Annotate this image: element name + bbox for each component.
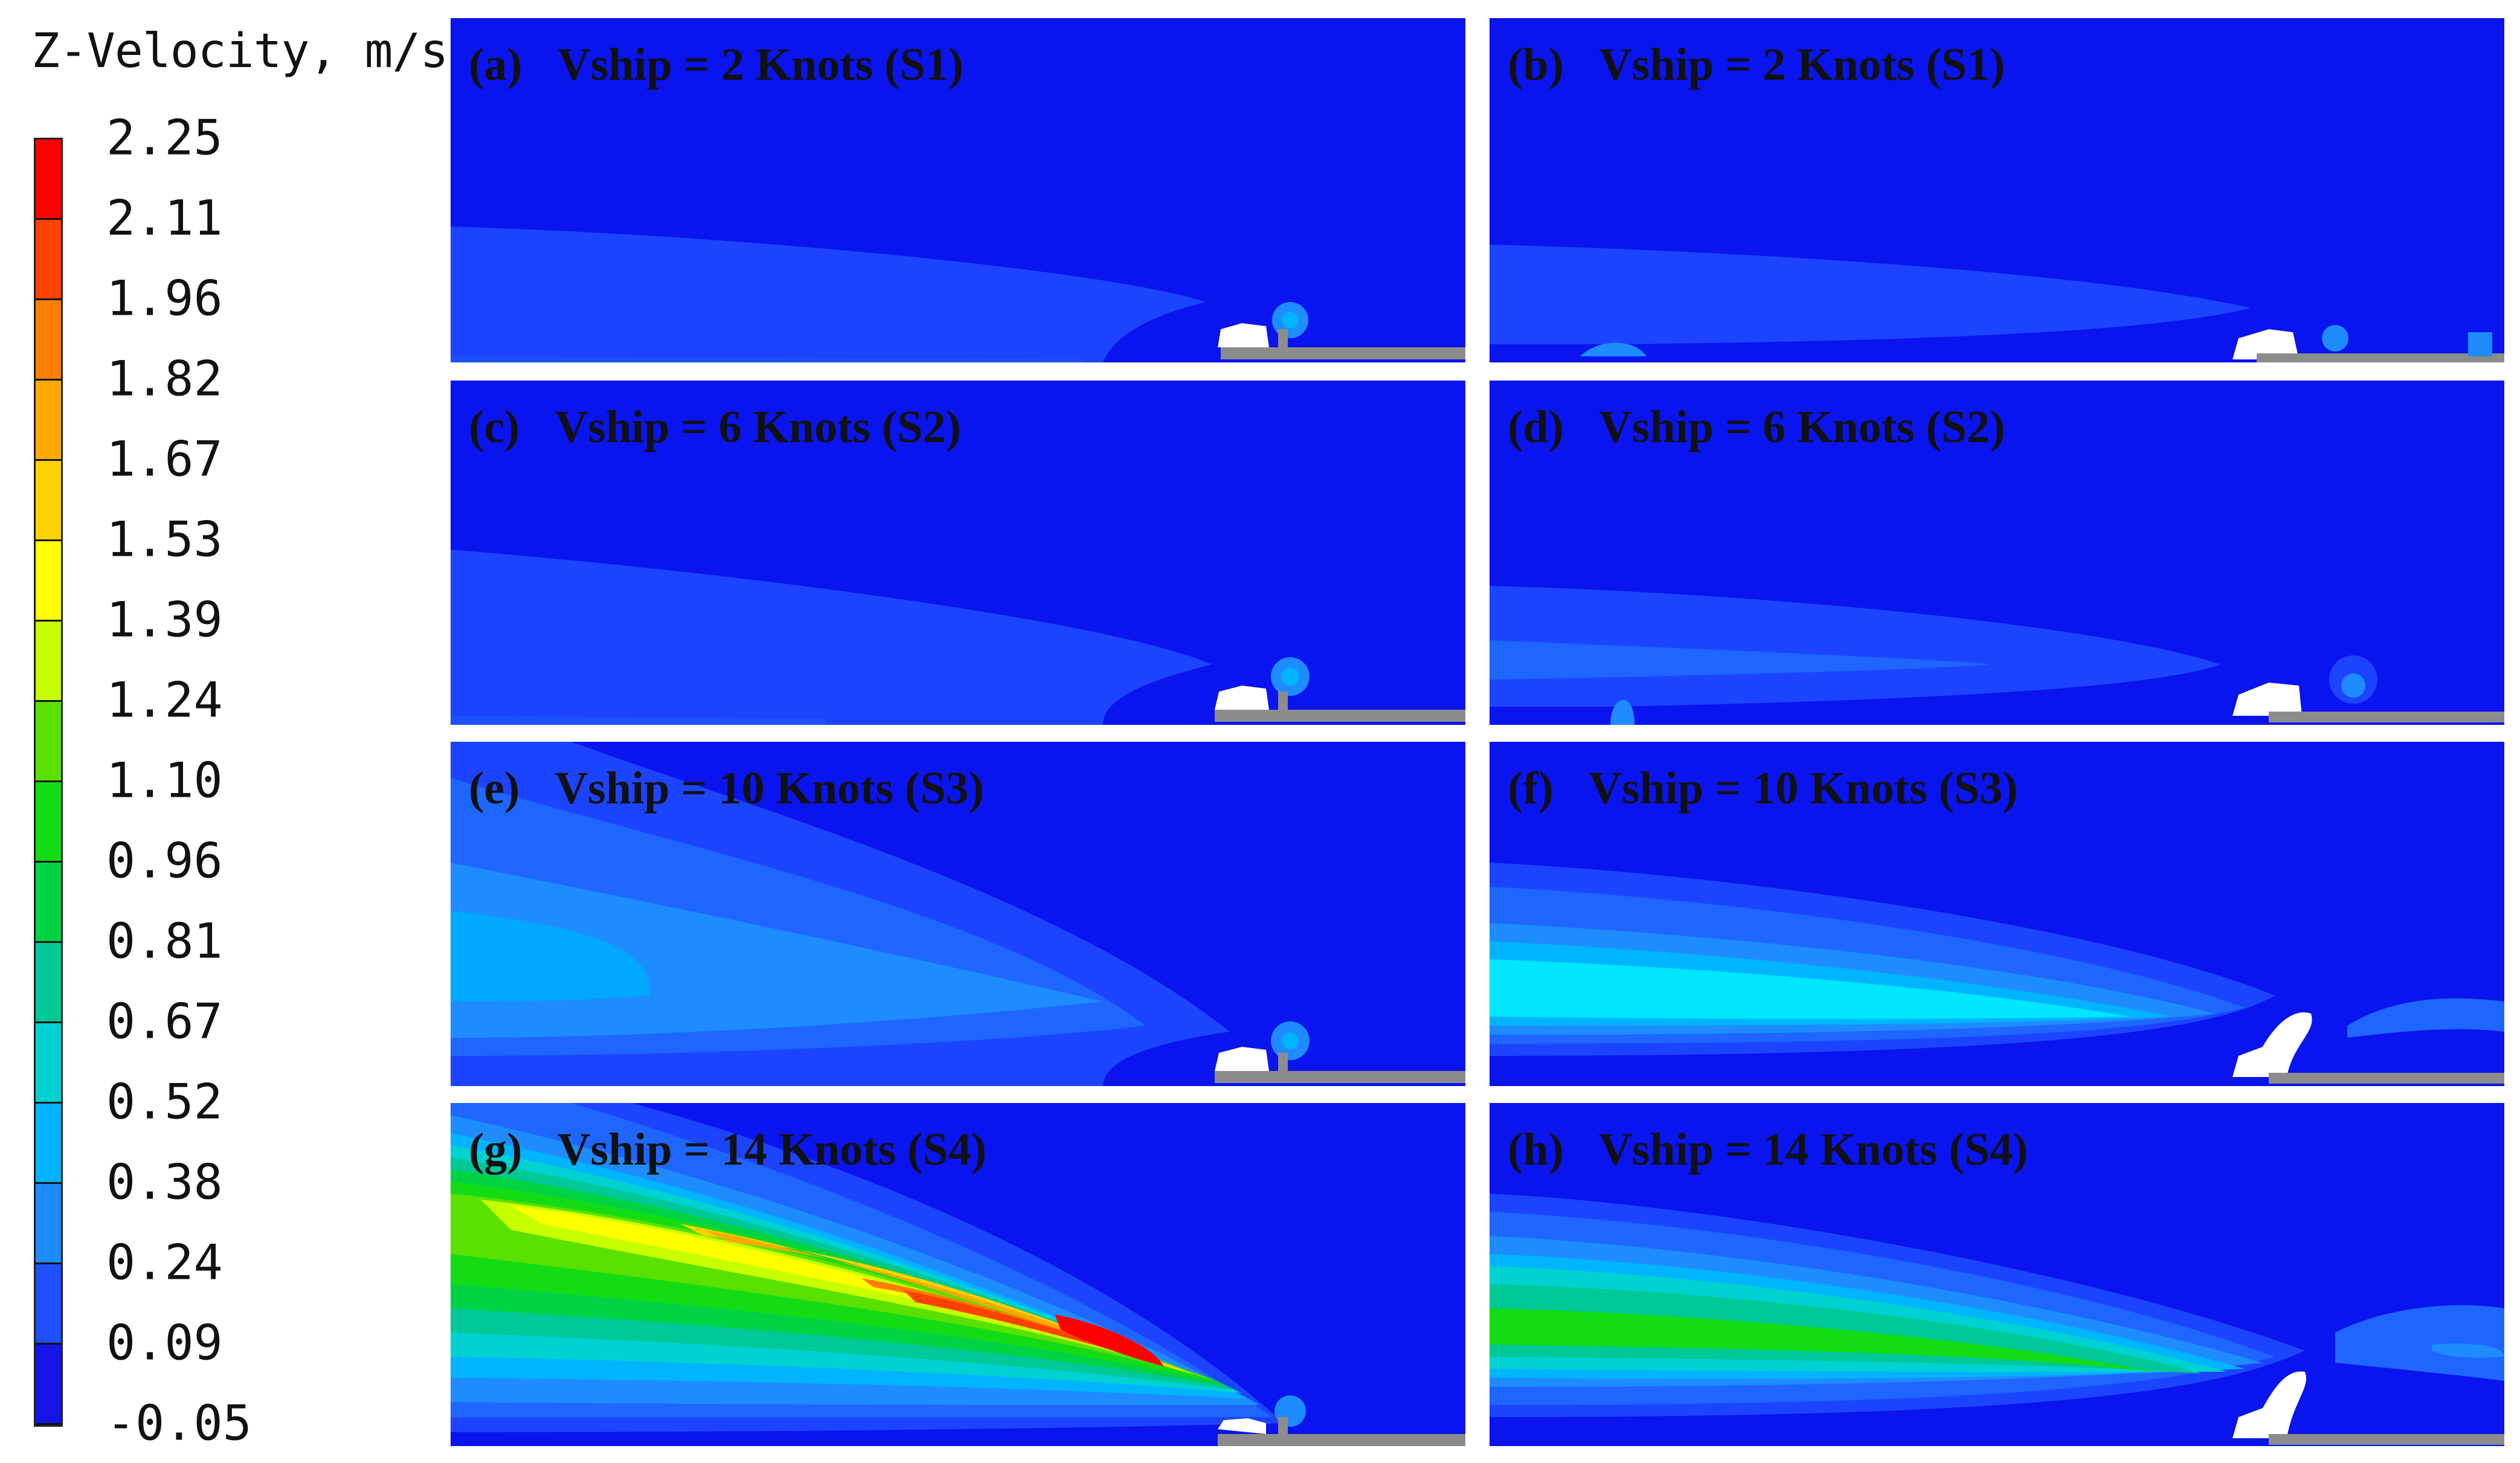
- colorbar-tick-label: 1.53: [106, 511, 223, 568]
- colorbar-tick-label: 0.24: [106, 1234, 223, 1291]
- panel-caption: Vship = 6 Knots (S2): [1598, 402, 2005, 452]
- colorbar-segment: [36, 381, 61, 461]
- colorbar-tick-label: 0.67: [106, 993, 223, 1050]
- colorbar-tick-label: 1.39: [106, 591, 223, 648]
- colorbar: [34, 138, 63, 1427]
- panel-f: (f) Vship = 10 Knots (S3): [1490, 742, 2504, 1086]
- panel-caption: Vship = 6 Knots (S2): [554, 402, 961, 452]
- colorbar-tick-label: -0.05: [106, 1395, 252, 1452]
- colorbar-segment: [36, 1345, 61, 1425]
- panel-letter: (h): [1508, 1124, 1564, 1175]
- panel-letter: (a): [469, 39, 522, 90]
- panel-caption: Vship = 14 Knots (S4): [557, 1124, 987, 1175]
- colorbar-tick-label: 0.52: [106, 1073, 223, 1130]
- panel-b: (b) Vship = 2 Knots (S1): [1490, 18, 2504, 362]
- panel-caption: Vship = 2 Knots (S1): [1598, 39, 2005, 90]
- colorbar-segment: [36, 1264, 61, 1345]
- panel-g: (g) Vship = 14 Knots (S4): [451, 1103, 1465, 1446]
- panel-caption: Vship = 2 Knots (S1): [557, 39, 964, 90]
- panel-letter: (d): [1508, 402, 1564, 452]
- panel-letter: (g): [469, 1124, 522, 1175]
- colorbar-segment: [36, 220, 61, 300]
- colorbar-segment: [36, 461, 61, 541]
- colorbar-segment: [36, 782, 61, 863]
- colorbar-tick-label: 0.81: [106, 913, 223, 969]
- colorbar-tick-label: 0.96: [106, 832, 223, 889]
- colorbar-tick-label: 1.24: [106, 672, 223, 728]
- colorbar-tick-label: 1.82: [106, 350, 223, 407]
- panel-caption: Vship = 14 Knots (S4): [1598, 1124, 2028, 1175]
- panel-c: (c) Vship = 6 Knots (S2): [451, 381, 1465, 725]
- colorbar-segment: [36, 622, 61, 702]
- panel-letter: (b): [1508, 39, 1564, 90]
- panel-e: (e) Vship = 10 Knots (S3): [451, 742, 1465, 1086]
- panel-h: (h) Vship = 14 Knots (S4): [1490, 1103, 2504, 1446]
- panel-letter: (f): [1508, 763, 1554, 814]
- colorbar-segment: [36, 863, 61, 943]
- colorbar-segment: [36, 140, 61, 220]
- colorbar-segment: [36, 702, 61, 782]
- colorbar-tick-label: 1.10: [106, 752, 223, 809]
- colorbar-segment: [36, 1184, 61, 1264]
- colorbar-tick-label: 0.38: [106, 1154, 223, 1211]
- colorbar-tick-label: 1.96: [106, 270, 223, 327]
- panel-caption: Vship = 10 Knots (S3): [554, 763, 984, 814]
- panel-d: (d) Vship = 6 Knots (S2): [1490, 381, 2504, 725]
- colorbar-segment: [36, 1023, 61, 1104]
- panel-a: (a) Vship = 2 Knots (S1): [451, 18, 1465, 362]
- colorbar-segment: [36, 1104, 61, 1184]
- colorbar-tick-label: 2.25: [106, 109, 223, 166]
- legend-title: Z-Velocity, m/s: [31, 24, 448, 79]
- panel-caption: Vship = 10 Knots (S3): [1588, 763, 2018, 814]
- colorbar-segment: [36, 943, 61, 1023]
- colorbar-segment: [36, 541, 61, 622]
- colorbar-segment: [36, 300, 61, 381]
- colorbar-tick-label: 1.67: [106, 431, 223, 487]
- panel-letter: (e): [469, 763, 520, 814]
- colorbar-tick-label: 2.11: [106, 190, 223, 246]
- panel-letter: (c): [469, 402, 520, 452]
- colorbar-tick-label: 0.09: [106, 1314, 223, 1371]
